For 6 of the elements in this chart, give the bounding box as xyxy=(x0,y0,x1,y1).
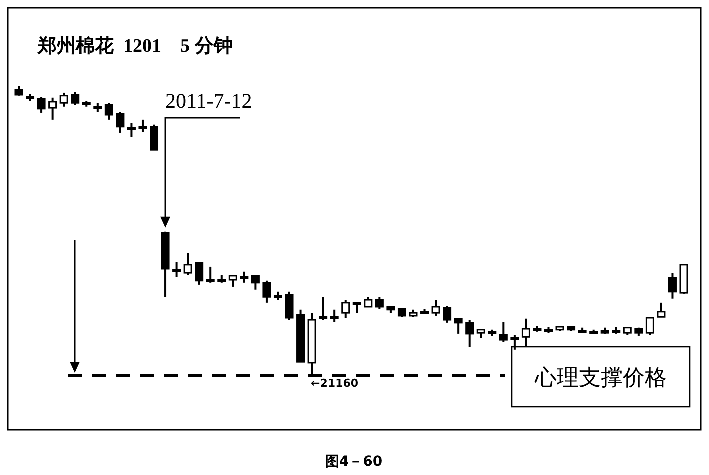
ref-label: 心理支撑价格 xyxy=(511,346,691,408)
chart-title: 郑州棉花 1201 5 分钟 xyxy=(37,35,233,57)
annotation: 2011-7-12 xyxy=(166,89,252,113)
caption: 图4－60 xyxy=(325,454,383,470)
ref-line-label: 心理支撑价格 xyxy=(534,366,667,391)
text: ←21160 xyxy=(311,377,359,390)
